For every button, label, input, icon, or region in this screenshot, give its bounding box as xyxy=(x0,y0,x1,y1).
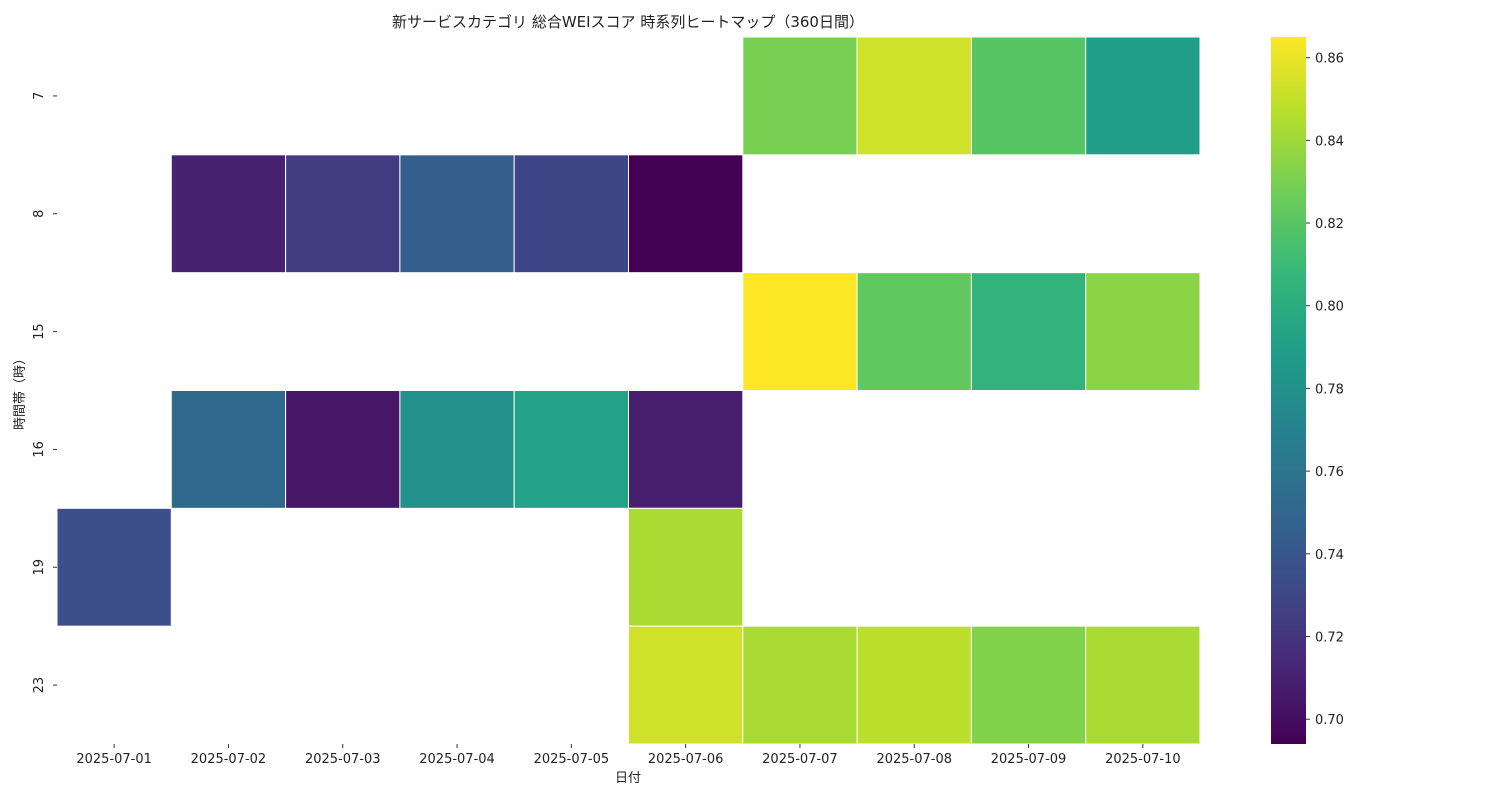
heatmap-cell xyxy=(628,154,744,274)
y-tick-label: 16 xyxy=(32,441,47,458)
heatmap-cell xyxy=(170,390,287,509)
heatmap-cell xyxy=(56,507,172,627)
colorbar-tick-label: 0.76 xyxy=(1315,465,1344,480)
colorbar-tick-label: 0.70 xyxy=(1315,713,1344,728)
heatmap-cell xyxy=(513,390,630,509)
y-tick-label: 15 xyxy=(32,323,47,340)
y-tick-label: 8 xyxy=(32,210,47,218)
x-tick-label: 2025-07-05 xyxy=(534,752,610,767)
x-tick-label: 2025-07-09 xyxy=(991,752,1067,767)
y-tick-label: 19 xyxy=(32,559,47,576)
x-tick-label: 2025-07-10 xyxy=(1105,752,1181,767)
colorbar-tick-label: 0.86 xyxy=(1315,52,1344,67)
y-tick-label: 7 xyxy=(32,92,47,100)
x-tick-label: 2025-07-06 xyxy=(648,752,724,767)
heatmap-cell xyxy=(742,272,858,391)
heatmap-cell xyxy=(399,390,515,509)
heatmap-cell xyxy=(285,154,401,274)
heatmap-cell xyxy=(170,154,287,274)
x-tick-label: 2025-07-04 xyxy=(419,752,495,767)
x-axis-label: 日付 xyxy=(615,771,641,786)
colorbar xyxy=(1271,37,1306,744)
heatmap-cell xyxy=(856,625,972,745)
x-axis-ticks: 2025-07-01 2025-07-02 2025-07-03 2025-07-04… xyxy=(76,744,1181,767)
y-axis-label: 時間帯（時） xyxy=(13,352,28,430)
colorbar-ticks: 0.70 0.72 0.74 0.76 0.78 0.80 0.82 0.84 0.86 xyxy=(1306,52,1344,728)
heatmap-cell xyxy=(628,625,744,745)
colorbar-tick-label: 0.80 xyxy=(1315,300,1344,315)
heatmap-cell xyxy=(856,36,972,156)
colorbar-tick-label: 0.78 xyxy=(1315,382,1344,397)
heatmap-cell xyxy=(970,36,1087,156)
colorbar-tick-label: 0.82 xyxy=(1315,217,1344,232)
colorbar-tick-label: 0.74 xyxy=(1315,548,1344,563)
heatmap-cell xyxy=(742,625,858,745)
x-tick-label: 2025-07-02 xyxy=(191,752,267,767)
heatmap-cell xyxy=(628,507,744,627)
x-tick-label: 2025-07-08 xyxy=(876,752,952,767)
heatmap-cell xyxy=(970,272,1087,391)
heatmap-cell xyxy=(1085,36,1201,156)
y-tick-label: 23 xyxy=(32,677,47,694)
y-axis-ticks: 7 8 15 16 19 23 xyxy=(32,92,57,694)
heatmap-cell xyxy=(285,390,401,509)
heatmap-cell xyxy=(970,625,1087,745)
x-tick-label: 2025-07-03 xyxy=(305,752,381,767)
heatmap-cell xyxy=(1085,272,1201,391)
heatmap-cell xyxy=(399,154,515,274)
colorbar-tick-label: 0.84 xyxy=(1315,134,1344,149)
heatmap-cell xyxy=(513,154,630,274)
heatmap-cells xyxy=(56,36,1201,745)
heatmap-cell xyxy=(628,390,744,509)
heatmap-cell xyxy=(856,272,972,391)
colorbar-tick-label: 0.72 xyxy=(1315,631,1344,646)
x-tick-label: 2025-07-07 xyxy=(762,752,838,767)
heatmap-cell xyxy=(742,36,858,156)
heatmap-cell xyxy=(1085,625,1201,745)
chart-title: 新サービスカテゴリ 総合WEIスコア 時系列ヒートマップ（360日間） xyxy=(392,13,864,31)
x-tick-label: 2025-07-01 xyxy=(76,752,152,767)
